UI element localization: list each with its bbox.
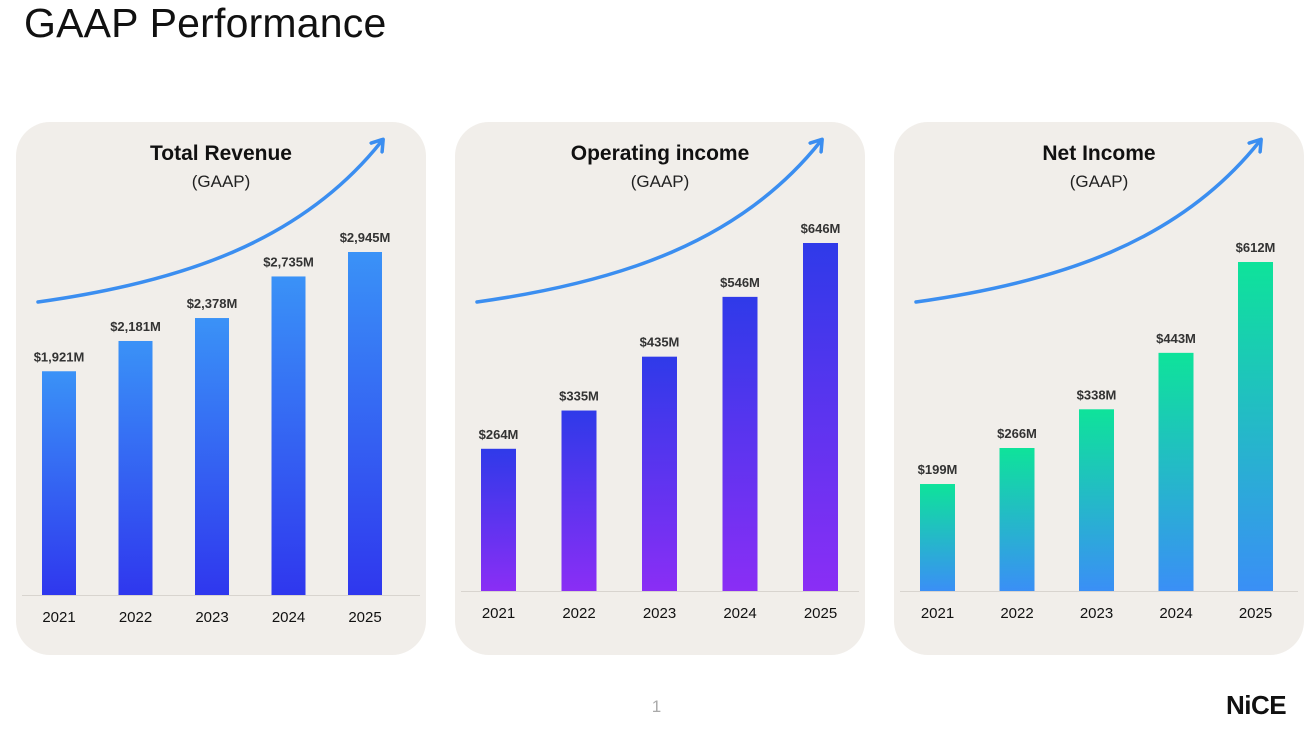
data-label: $646M [801,221,841,236]
bar-2022 [561,410,597,591]
bar-2021 [481,448,516,591]
data-label: $443M [1156,331,1196,346]
nice-logo: NiCE [1226,690,1287,720]
bar-2023 [1079,409,1114,591]
chart-card-operating-income: Operating income (GAAP) $264M 2021 $335M 20… [455,122,865,655]
bar-2023 [195,318,229,595]
x-tick-label: 2022 [1000,605,1033,622]
growth-arrow-icon [914,137,1263,304]
x-tick-label: 2025 [348,609,381,626]
growth-arrow-icon [36,137,385,304]
data-label: $612M [1236,240,1276,255]
chart-svg-operating-income: $264M 2021 $335M 2022 $435M 2023 $546M 2024 $646… [461,137,859,622]
chart-title: Net Income [1042,142,1156,165]
x-tick-label: 2025 [1239,605,1272,622]
data-label: $338M [1077,387,1117,402]
chart-title: Total Revenue [150,142,292,165]
chart-subtitle: (GAAP) [630,172,690,191]
chart-title: Operating income [570,142,750,165]
page-title: GAAP Performance [24,0,387,46]
bar-2024 [722,296,758,591]
data-label: $2,378M [187,296,238,311]
x-tick-label: 2021 [921,605,954,622]
chart-subtitle: (GAAP) [1069,172,1129,191]
x-tick-label: 2023 [1080,605,1113,622]
data-label: $266M [997,426,1037,441]
bar-2022 [999,448,1035,591]
data-label: $199M [918,462,958,477]
x-tick-label: 2023 [195,609,228,626]
data-label: $335M [559,389,599,404]
data-label: $2,945M [340,230,391,245]
chart-svg-net-income: $199M 2021 $266M 2022 $338M 2023 $443M 2024 $612… [900,137,1298,622]
data-label: $435M [640,335,680,350]
x-tick-label: 2021 [482,605,515,622]
chart-card-net-income: Net Income (GAAP) $199M 2021 $266M 2022 $338… [894,122,1304,655]
bar-2025 [1238,262,1273,591]
x-tick-label: 2024 [272,609,305,626]
x-tick-label: 2022 [562,605,595,622]
growth-arrow-icon [475,137,824,304]
x-tick-label: 2024 [723,605,756,622]
data-label: $2,181M [110,319,161,334]
x-tick-label: 2021 [42,609,75,626]
bar-2021 [920,484,955,591]
data-label: $2,735M [263,254,314,269]
bar-2022 [118,340,153,595]
page-number: 1 [651,697,662,716]
bar-2021 [42,371,76,595]
bar-2023 [642,356,677,591]
x-tick-label: 2022 [119,609,152,626]
data-label: $1,921M [34,349,85,364]
x-tick-label: 2024 [1159,605,1192,622]
x-tick-label: 2025 [804,605,837,622]
bar-2025 [348,252,382,595]
x-tick-label: 2023 [643,605,676,622]
bar-2025 [803,243,838,591]
chart-svg-total-revenue: $1,921M 2021 $2,181M 2022 $2,378M 2023 $2,735M… [22,137,420,626]
bar-2024 [1158,352,1194,591]
chart-card-total-revenue: Total Revenue (GAAP) $1,921M 2021 $2,181M 2… [16,122,426,655]
data-label: $264M [479,427,519,442]
data-label: $546M [720,275,760,290]
bar-2024 [271,276,306,595]
chart-subtitle: (GAAP) [191,172,251,191]
